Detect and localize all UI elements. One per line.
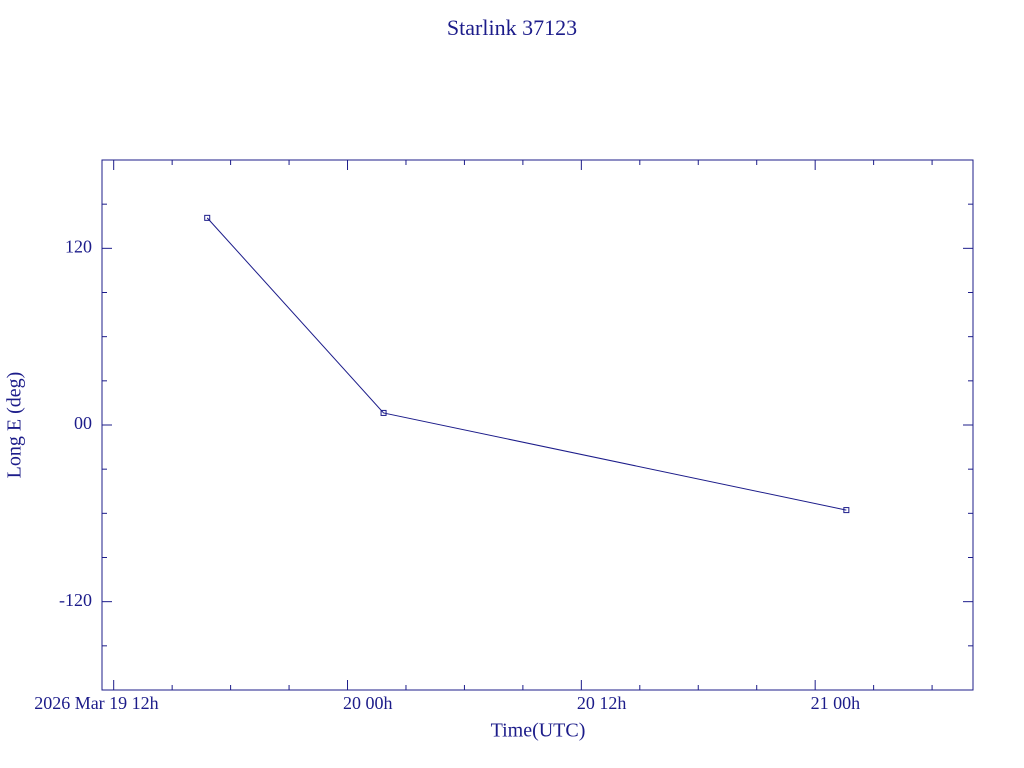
x-tick-label: 20 12h: [577, 693, 627, 713]
x-tick-label: 2026 Mar 19 12h: [34, 693, 159, 713]
x-tick-label: 21 00h: [811, 693, 861, 713]
point-marker: [380, 409, 387, 416]
point-marker: [204, 214, 211, 221]
y-tick-label: -120: [59, 590, 92, 610]
x-axis-label: Time(UTC): [491, 720, 586, 742]
y-axis-label: Long E (deg): [4, 372, 26, 479]
point-marker: [843, 507, 850, 514]
x-tick-label: 20 00h: [343, 693, 393, 713]
series-line: [206, 217, 847, 511]
y-tick-label: 00: [74, 413, 92, 433]
chart-title: Starlink 37123: [447, 15, 577, 40]
y-tick-label: 120: [65, 236, 92, 256]
